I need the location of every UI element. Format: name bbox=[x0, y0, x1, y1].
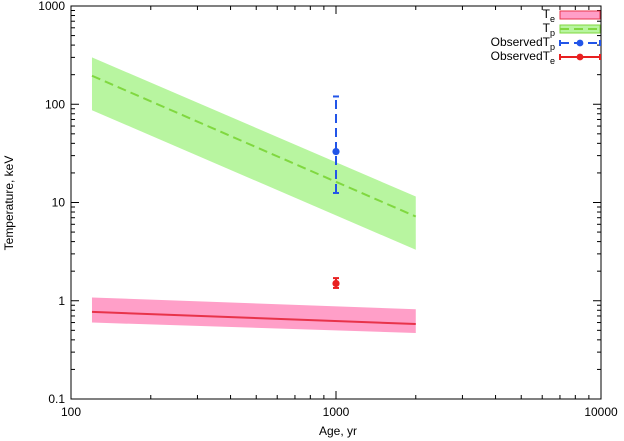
te-line bbox=[91, 310, 416, 325]
legend-swatch-te bbox=[559, 10, 601, 20]
legend-marker-observed-te bbox=[576, 53, 584, 61]
x-tick-label: 1000 bbox=[323, 405, 350, 419]
legend-marker-observed-tp bbox=[576, 39, 584, 47]
tp-line bbox=[91, 74, 417, 218]
y-tick-label: 100 bbox=[45, 97, 65, 111]
legend-label-observed-tp: ObservedTp bbox=[491, 35, 555, 52]
legend-label-observed-te: ObservedTe bbox=[491, 49, 555, 66]
axes: 100 1000 10000 0.1 1 10 100 1000 bbox=[38, 0, 618, 419]
x-axis-label: Age, yr bbox=[319, 424, 357, 438]
legend-label-te: Te bbox=[543, 7, 555, 24]
te-band bbox=[91, 297, 416, 333]
y-tick-label: 1 bbox=[58, 294, 65, 308]
y-axis-label: Temperature, keV bbox=[2, 156, 16, 251]
y-tick-label: 10 bbox=[52, 196, 66, 210]
tp-band bbox=[91, 57, 416, 250]
observed-tp-point bbox=[332, 147, 340, 156]
y-tick-label: 0.1 bbox=[48, 392, 65, 406]
observed-te-point bbox=[332, 279, 340, 288]
y-tick-label: 1000 bbox=[38, 0, 65, 13]
x-tick-label: 10000 bbox=[584, 405, 618, 419]
legend-label-tp: Tp bbox=[543, 21, 555, 38]
plot-area bbox=[91, 57, 417, 333]
x-tick-label: 100 bbox=[61, 405, 81, 419]
